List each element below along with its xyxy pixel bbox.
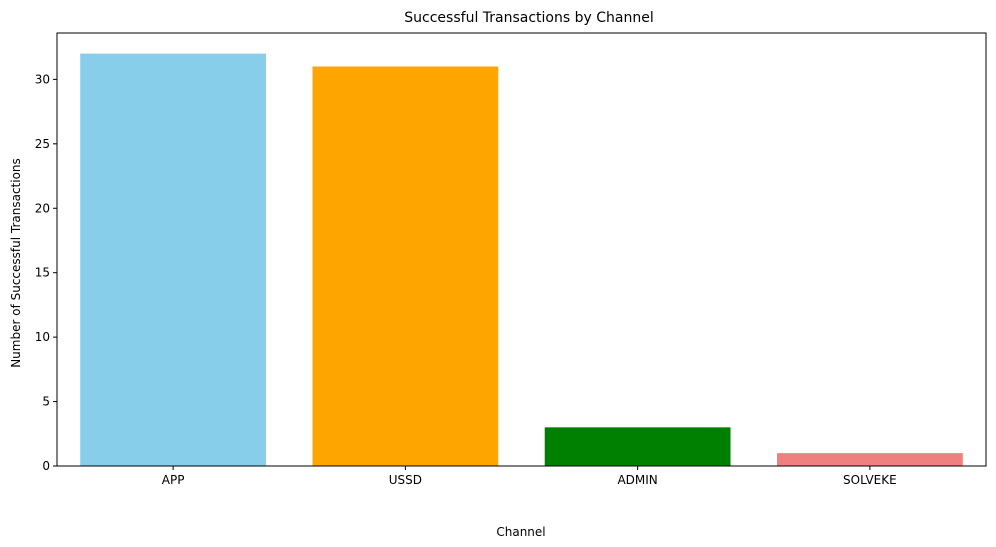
x-tick-label: SOLVEKE [843,473,897,487]
y-axis-label: Number of Successful Transactions [9,158,23,368]
axes-frame [56,32,987,467]
x-tick-label: USSD [389,473,422,487]
y-tick-label: 30 [35,72,50,86]
x-tick-label: APP [162,473,185,487]
bar-admin [544,427,731,466]
y-tick-label: 15 [35,266,50,280]
bar-ussd [312,66,499,466]
y-tick-label: 5 [42,395,50,409]
y-tick-label: 20 [35,201,50,215]
chart-title: Successful Transactions by Channel [404,10,653,26]
x-tick-label: ADMIN [617,473,657,487]
plot-area: 0 5 10 15 20 25 30 APP USSD ADMIN SOLVEKE [35,32,987,487]
y-tick-label: 10 [35,330,50,344]
y-tick-label: 0 [42,459,50,473]
x-axis-label: Channel [496,525,545,539]
bar-app [80,53,267,466]
bar-solveke [776,453,963,466]
y-tick-label: 25 [35,137,50,151]
